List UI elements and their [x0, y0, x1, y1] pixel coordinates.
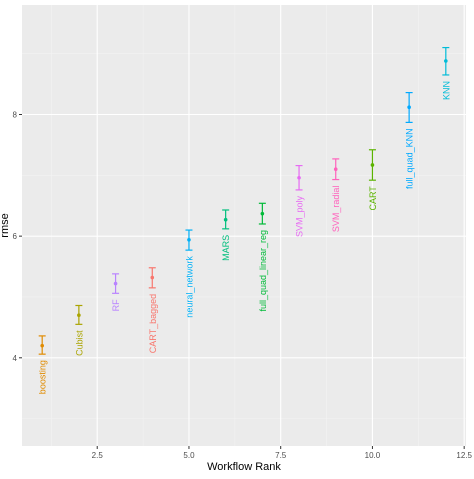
y-tick-label: 8 [13, 110, 18, 119]
x-tick-label: 10.0 [365, 451, 381, 460]
data-point [187, 237, 191, 242]
point-label: boosting [38, 360, 48, 394]
data-point [333, 167, 338, 172]
point-label: CART_bagged [148, 294, 158, 353]
series-RF: RF [111, 273, 121, 311]
point-label: full_quad_KNN [405, 128, 415, 189]
y-axis-ticks: 4 6 8 [13, 110, 22, 363]
data-point [297, 175, 301, 180]
data-point [407, 105, 411, 109]
point-label: MARS [221, 235, 231, 261]
grid-major [22, 5, 466, 446]
data-point [444, 59, 448, 63]
point-label: SVM_poly [295, 195, 305, 237]
point-label: RF [111, 299, 121, 311]
series-SVM_poly: SVM_poly [295, 164, 305, 237]
y-tick-label: 4 [13, 354, 18, 363]
grid-minor [22, 5, 466, 446]
series-MARS: MARS [221, 209, 231, 261]
y-tick-label: 6 [13, 232, 18, 241]
point-label: CART [368, 186, 378, 211]
series-full_quad_KNN: full_quad_KNN [405, 91, 415, 189]
x-axis-ticks: 2.5 5.0 7.5 10.0 12.5 [92, 446, 472, 460]
point-label: SVM_radial [331, 186, 341, 233]
series-Cubist: Cubist [74, 304, 84, 356]
x-tick-label: 12.5 [456, 451, 472, 460]
data-point [40, 343, 44, 348]
series-KNN: KNN [441, 46, 451, 100]
data-point [223, 217, 228, 222]
y-axis-title: rmse [0, 213, 11, 237]
x-axis-title: Workflow Rank [207, 461, 281, 473]
data-point [77, 313, 81, 318]
data-point [370, 163, 375, 167]
series-neural_network: neural_network [184, 229, 194, 318]
point-label: Cubist [74, 330, 84, 356]
series-CART_bagged: CART_bagged [148, 267, 158, 353]
data-point [260, 211, 265, 216]
data-point [150, 275, 155, 280]
point-label: neural_network [184, 256, 194, 318]
chart-marks: boosting Cubist RF CART_bagged neural_networ… [38, 46, 451, 394]
series-full_quad_linear_reg: full_quad_linear_reg [258, 202, 268, 312]
x-tick-label: 7.5 [275, 451, 287, 460]
data-point [113, 281, 118, 286]
x-tick-label: 5.0 [183, 451, 195, 460]
plot-panel [22, 5, 466, 446]
point-label: full_quad_linear_reg [258, 230, 268, 312]
series-boosting: boosting [38, 335, 48, 394]
series-CART: CART [368, 149, 378, 211]
point-label: KNN [441, 81, 451, 100]
x-tick-label: 2.5 [92, 451, 104, 460]
series-SVM_radial: SVM_radial [331, 158, 341, 233]
